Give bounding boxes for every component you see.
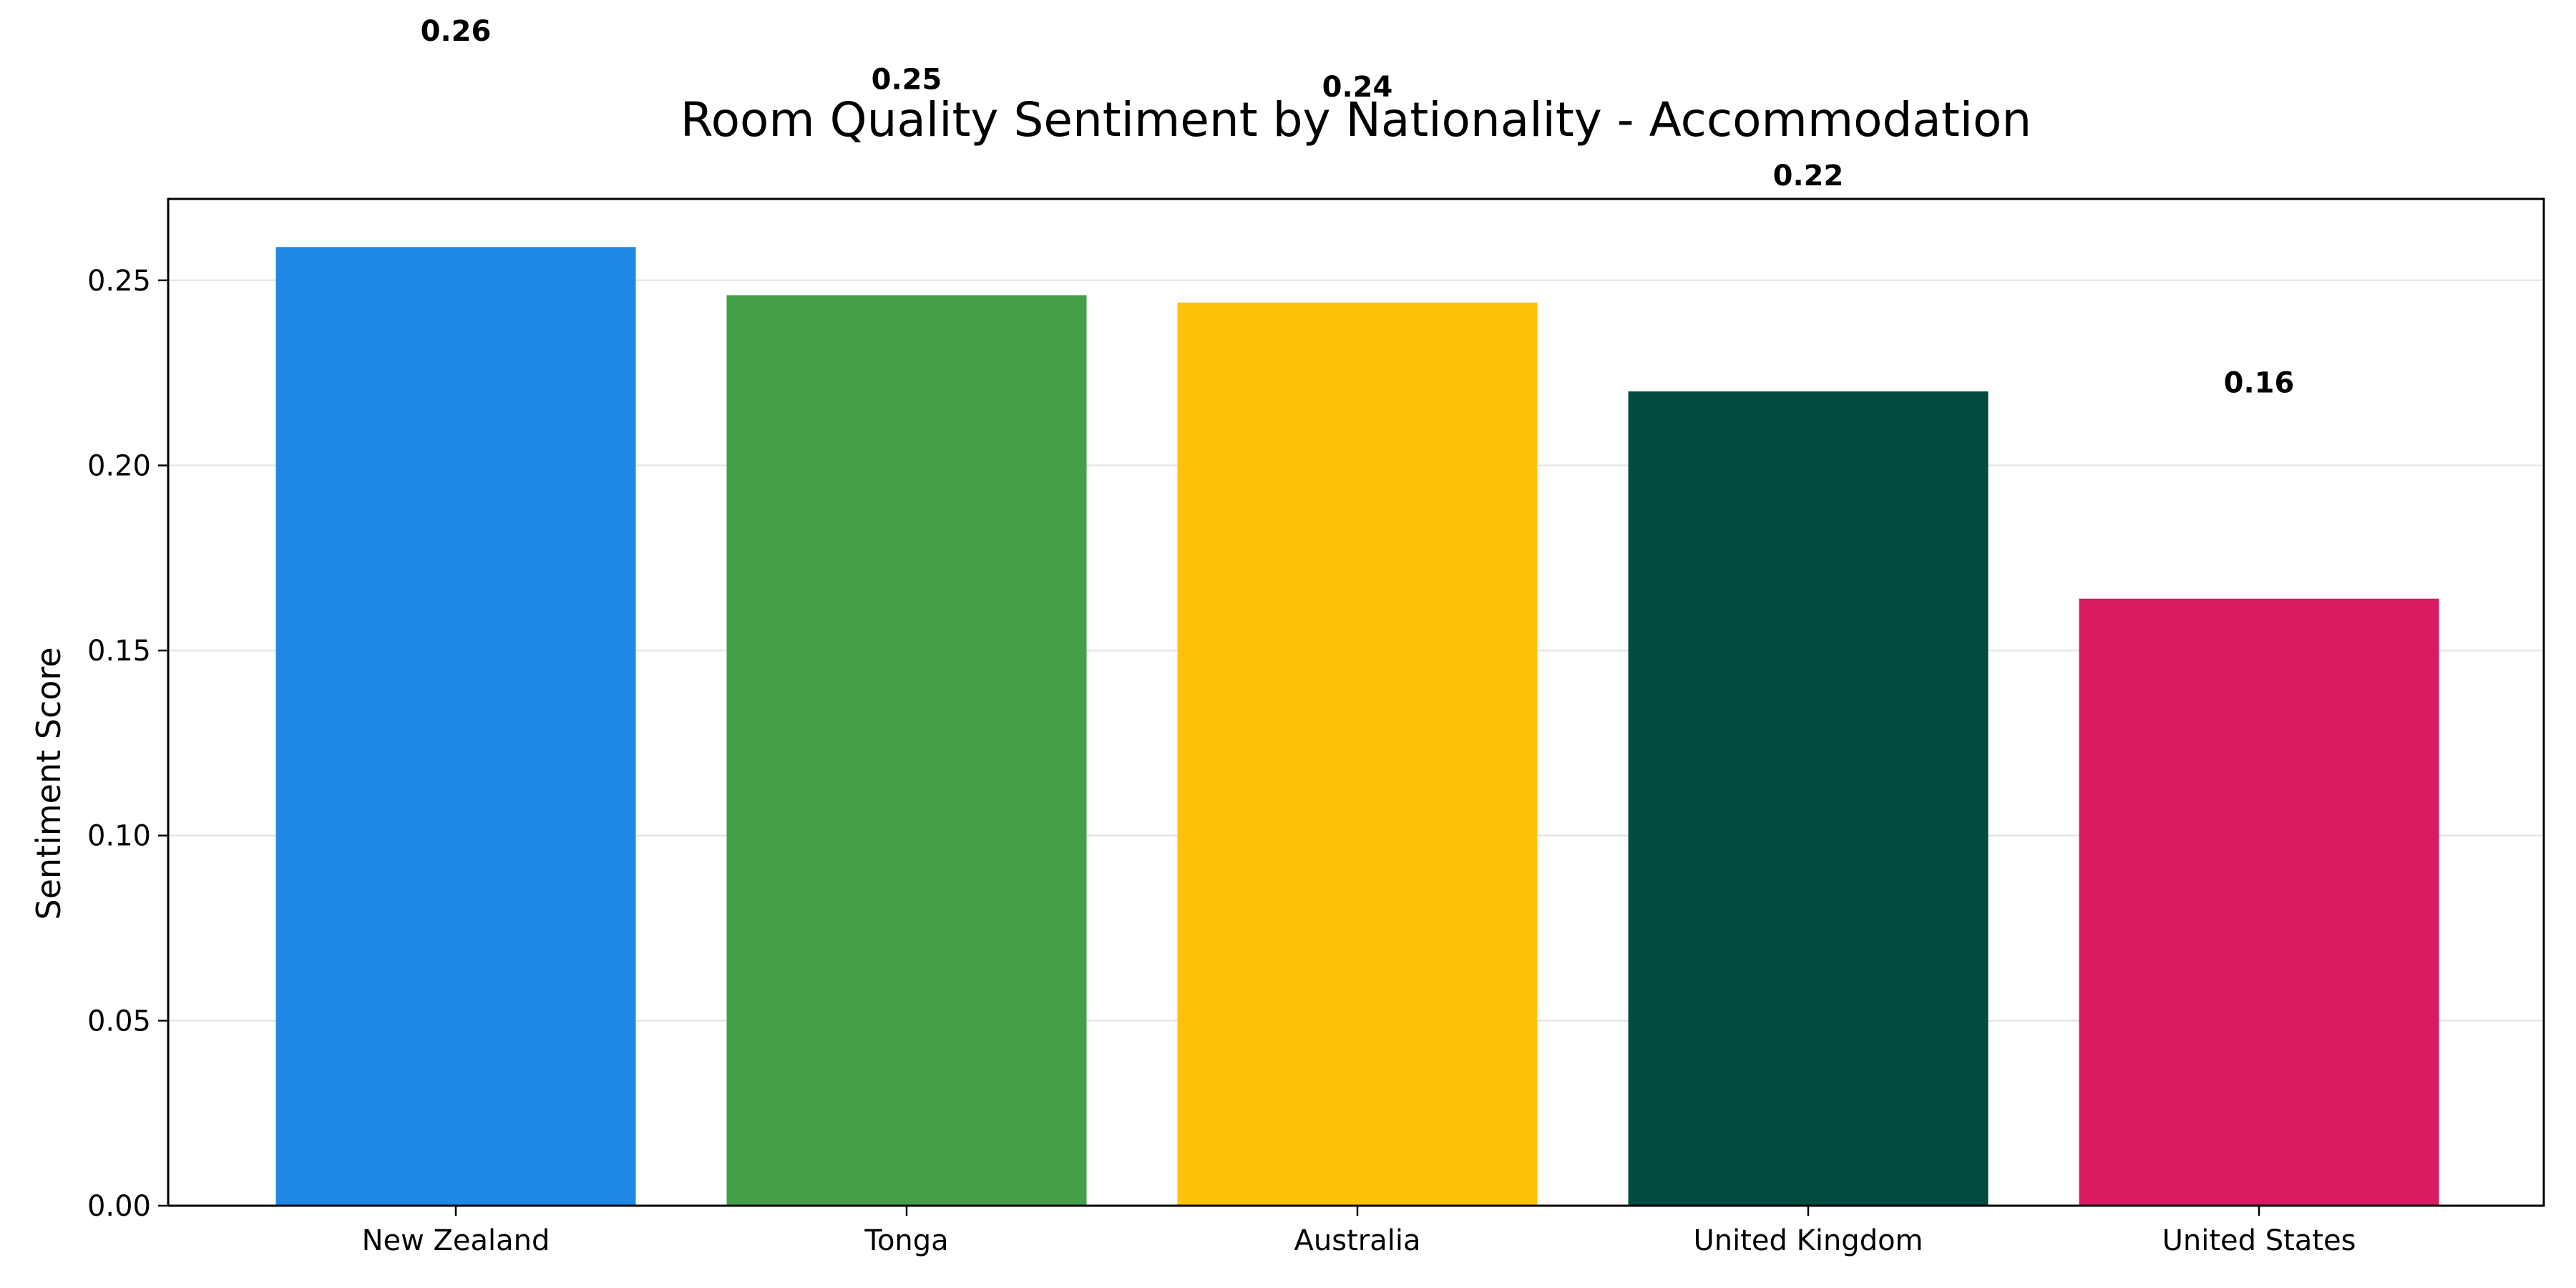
data-label: 0.16 (2224, 367, 2295, 400)
x-tick-label: United States (2162, 1224, 2356, 1257)
bar-united-kingdom (1628, 391, 1989, 1206)
x-tick-label: Tonga (864, 1224, 948, 1257)
x-tick-label: New Zealand (362, 1224, 550, 1257)
bar-australia (1177, 302, 1538, 1206)
x-tick-label: United Kingdom (1693, 1224, 1923, 1257)
chart-title: Room Quality Sentiment by Nationality - … (680, 92, 2032, 147)
data-label: 0.26 (421, 15, 492, 48)
bars (275, 247, 2439, 1206)
bar-united-states (2079, 598, 2439, 1206)
plot-frame (167, 197, 2545, 1207)
data-label: 0.22 (1773, 160, 1844, 192)
y-axis-ticks: 0.00 0.05 0.10 0.15 0.20 0.25 (87, 265, 168, 1223)
y-tick-label: 0.10 (87, 820, 151, 853)
bar-tonga (726, 295, 1087, 1206)
y-tick-label: 0.25 (87, 265, 151, 298)
bar-new-zealand (275, 247, 636, 1206)
y-tick-label: 0.15 (87, 635, 151, 668)
x-tick-label: Australia (1294, 1224, 1421, 1257)
y-axis-label: Sentiment Score (29, 647, 68, 919)
data-labels: 0.26 0.25 0.24 0.22 0.16 (421, 15, 2295, 399)
y-tick-label: 0.20 (87, 449, 151, 482)
data-label: 0.24 (1322, 71, 1393, 104)
y-tick-label: 0.05 (87, 1005, 151, 1038)
y-tick-label: 0.00 (87, 1190, 151, 1223)
x-axis-ticks: New Zealand Tonga Australia United Kingdom U… (362, 1206, 2356, 1257)
data-label: 0.25 (872, 63, 942, 96)
